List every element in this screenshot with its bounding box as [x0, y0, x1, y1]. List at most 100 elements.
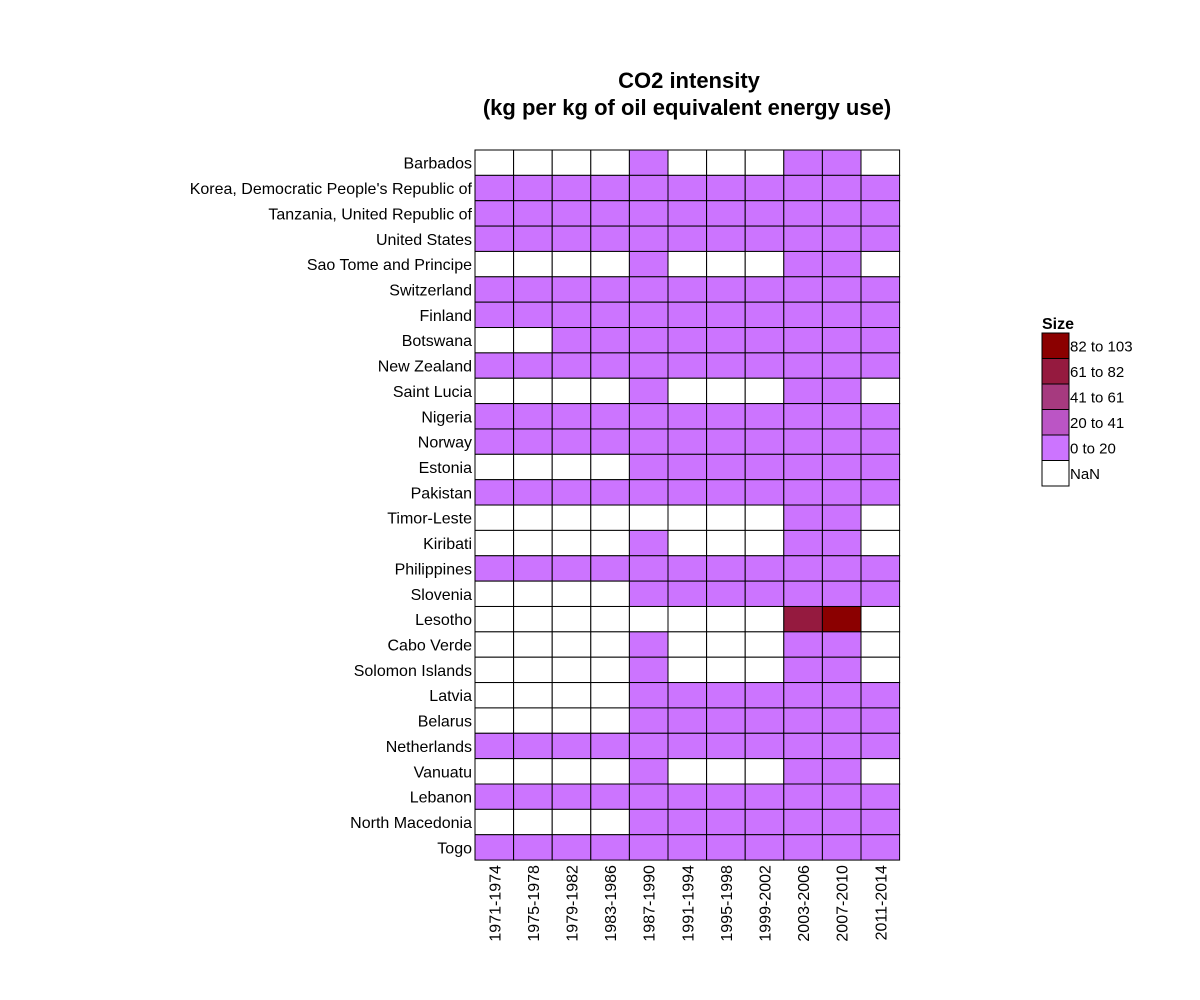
heatmap-cell	[783, 174, 823, 202]
row-label: Tanzania, United Republic of	[268, 206, 472, 223]
heatmap-cell	[513, 276, 553, 303]
row-label: Philippines	[395, 561, 472, 578]
heatmap-cell	[590, 453, 630, 481]
heatmap-cell	[590, 504, 630, 531]
heatmap-cell	[628, 174, 669, 202]
heatmap-cell	[590, 758, 630, 785]
heatmap-cell	[860, 504, 901, 531]
heatmap-cell	[667, 200, 708, 227]
heatmap-cell	[628, 529, 669, 557]
heatmap-cell	[628, 758, 669, 785]
row-label: Solomon Islands	[354, 663, 472, 680]
heatmap-cell	[513, 707, 553, 734]
heatmap-cell	[513, 453, 553, 481]
heatmap-cell	[821, 605, 862, 633]
legend-label: 61 to 82	[1070, 364, 1124, 381]
heatmap-cell	[667, 453, 708, 481]
heatmap-cell	[744, 783, 785, 810]
heatmap-cell	[783, 808, 823, 836]
heatmap-cell	[706, 276, 746, 303]
heatmap-cell	[551, 707, 592, 734]
heatmap-cell	[628, 605, 669, 633]
heatmap-cell	[551, 529, 592, 557]
heatmap-cell	[667, 555, 708, 582]
heatmap-cell	[590, 225, 630, 252]
heatmap-cell	[590, 200, 630, 227]
heatmap-cell	[628, 707, 669, 734]
heatmap-cell	[821, 327, 862, 354]
row-label: Lesotho	[415, 612, 472, 629]
heatmap-cell	[744, 276, 785, 303]
heatmap-cell	[628, 250, 669, 278]
heatmap-cell	[706, 555, 746, 582]
heatmap-cell	[513, 149, 553, 176]
heatmap-cell	[590, 707, 630, 734]
heatmap-cell	[474, 200, 515, 227]
heatmap-cell	[744, 555, 785, 582]
heatmap-cell	[551, 250, 592, 278]
legend-label: 0 to 20	[1070, 440, 1116, 457]
heatmap-cell	[783, 428, 823, 455]
heatmap-cell	[513, 377, 553, 405]
heatmap-cell	[821, 301, 862, 329]
heatmap-cell	[783, 403, 823, 430]
heatmap-cell	[474, 453, 515, 481]
heatmap-cell	[628, 834, 669, 861]
heatmap-cell	[860, 555, 901, 582]
heatmap-cell	[551, 149, 592, 176]
heatmap-cell	[590, 250, 630, 278]
heatmap-cell	[706, 453, 746, 481]
heatmap-cell	[821, 377, 862, 405]
heatmap-cell	[783, 276, 823, 303]
heatmap-cell	[744, 631, 785, 658]
heatmap-cell	[783, 631, 823, 658]
heatmap-cell	[590, 149, 630, 176]
heatmap-cell	[551, 479, 592, 506]
heatmap-cell	[706, 149, 746, 176]
heatmap-cell	[590, 276, 630, 303]
heatmap-cell	[821, 403, 862, 430]
heatmap-cell	[706, 352, 746, 379]
heatmap-cell	[628, 149, 669, 176]
heatmap-cell	[821, 352, 862, 379]
heatmap-cell	[860, 783, 901, 810]
heatmap-cell	[628, 352, 669, 379]
heatmap-cell	[628, 453, 669, 481]
column-label: 1995-1998	[719, 865, 736, 942]
heatmap-cell	[667, 479, 708, 506]
heatmap-cell	[821, 225, 862, 252]
legend-swatch	[1041, 358, 1070, 385]
heatmap-cell	[513, 174, 553, 202]
heatmap-cell	[783, 504, 823, 531]
legend-swatch	[1041, 332, 1070, 359]
heatmap-cell	[590, 783, 630, 810]
row-label: Kiribati	[423, 536, 472, 553]
heatmap-cell	[551, 808, 592, 836]
legend-swatch	[1041, 460, 1070, 487]
row-label: Switzerland	[389, 282, 472, 299]
heatmap-cell	[590, 631, 630, 658]
column-label: 2003-2006	[796, 865, 813, 942]
heatmap-cell	[551, 656, 592, 684]
heatmap-cell	[474, 580, 515, 607]
heatmap-cell	[474, 377, 515, 405]
heatmap-cell	[628, 682, 669, 709]
heatmap-cell	[474, 504, 515, 531]
heatmap-cell	[513, 580, 553, 607]
heatmap-cell	[860, 403, 901, 430]
heatmap-cell	[744, 479, 785, 506]
heatmap-cell	[474, 352, 515, 379]
heatmap-cell	[821, 808, 862, 836]
heatmap-cell	[860, 605, 901, 633]
heatmap-cell	[860, 200, 901, 227]
column-label: 1991-1994	[680, 865, 697, 942]
heatmap-cell	[551, 580, 592, 607]
heatmap-cell	[513, 656, 553, 684]
heatmap-cell	[783, 682, 823, 709]
heatmap-cell	[551, 758, 592, 785]
row-label: Estonia	[419, 460, 472, 477]
heatmap-cell	[628, 656, 669, 684]
heatmap-cell	[821, 783, 862, 810]
heatmap-cell	[783, 834, 823, 861]
heatmap-cell	[474, 276, 515, 303]
